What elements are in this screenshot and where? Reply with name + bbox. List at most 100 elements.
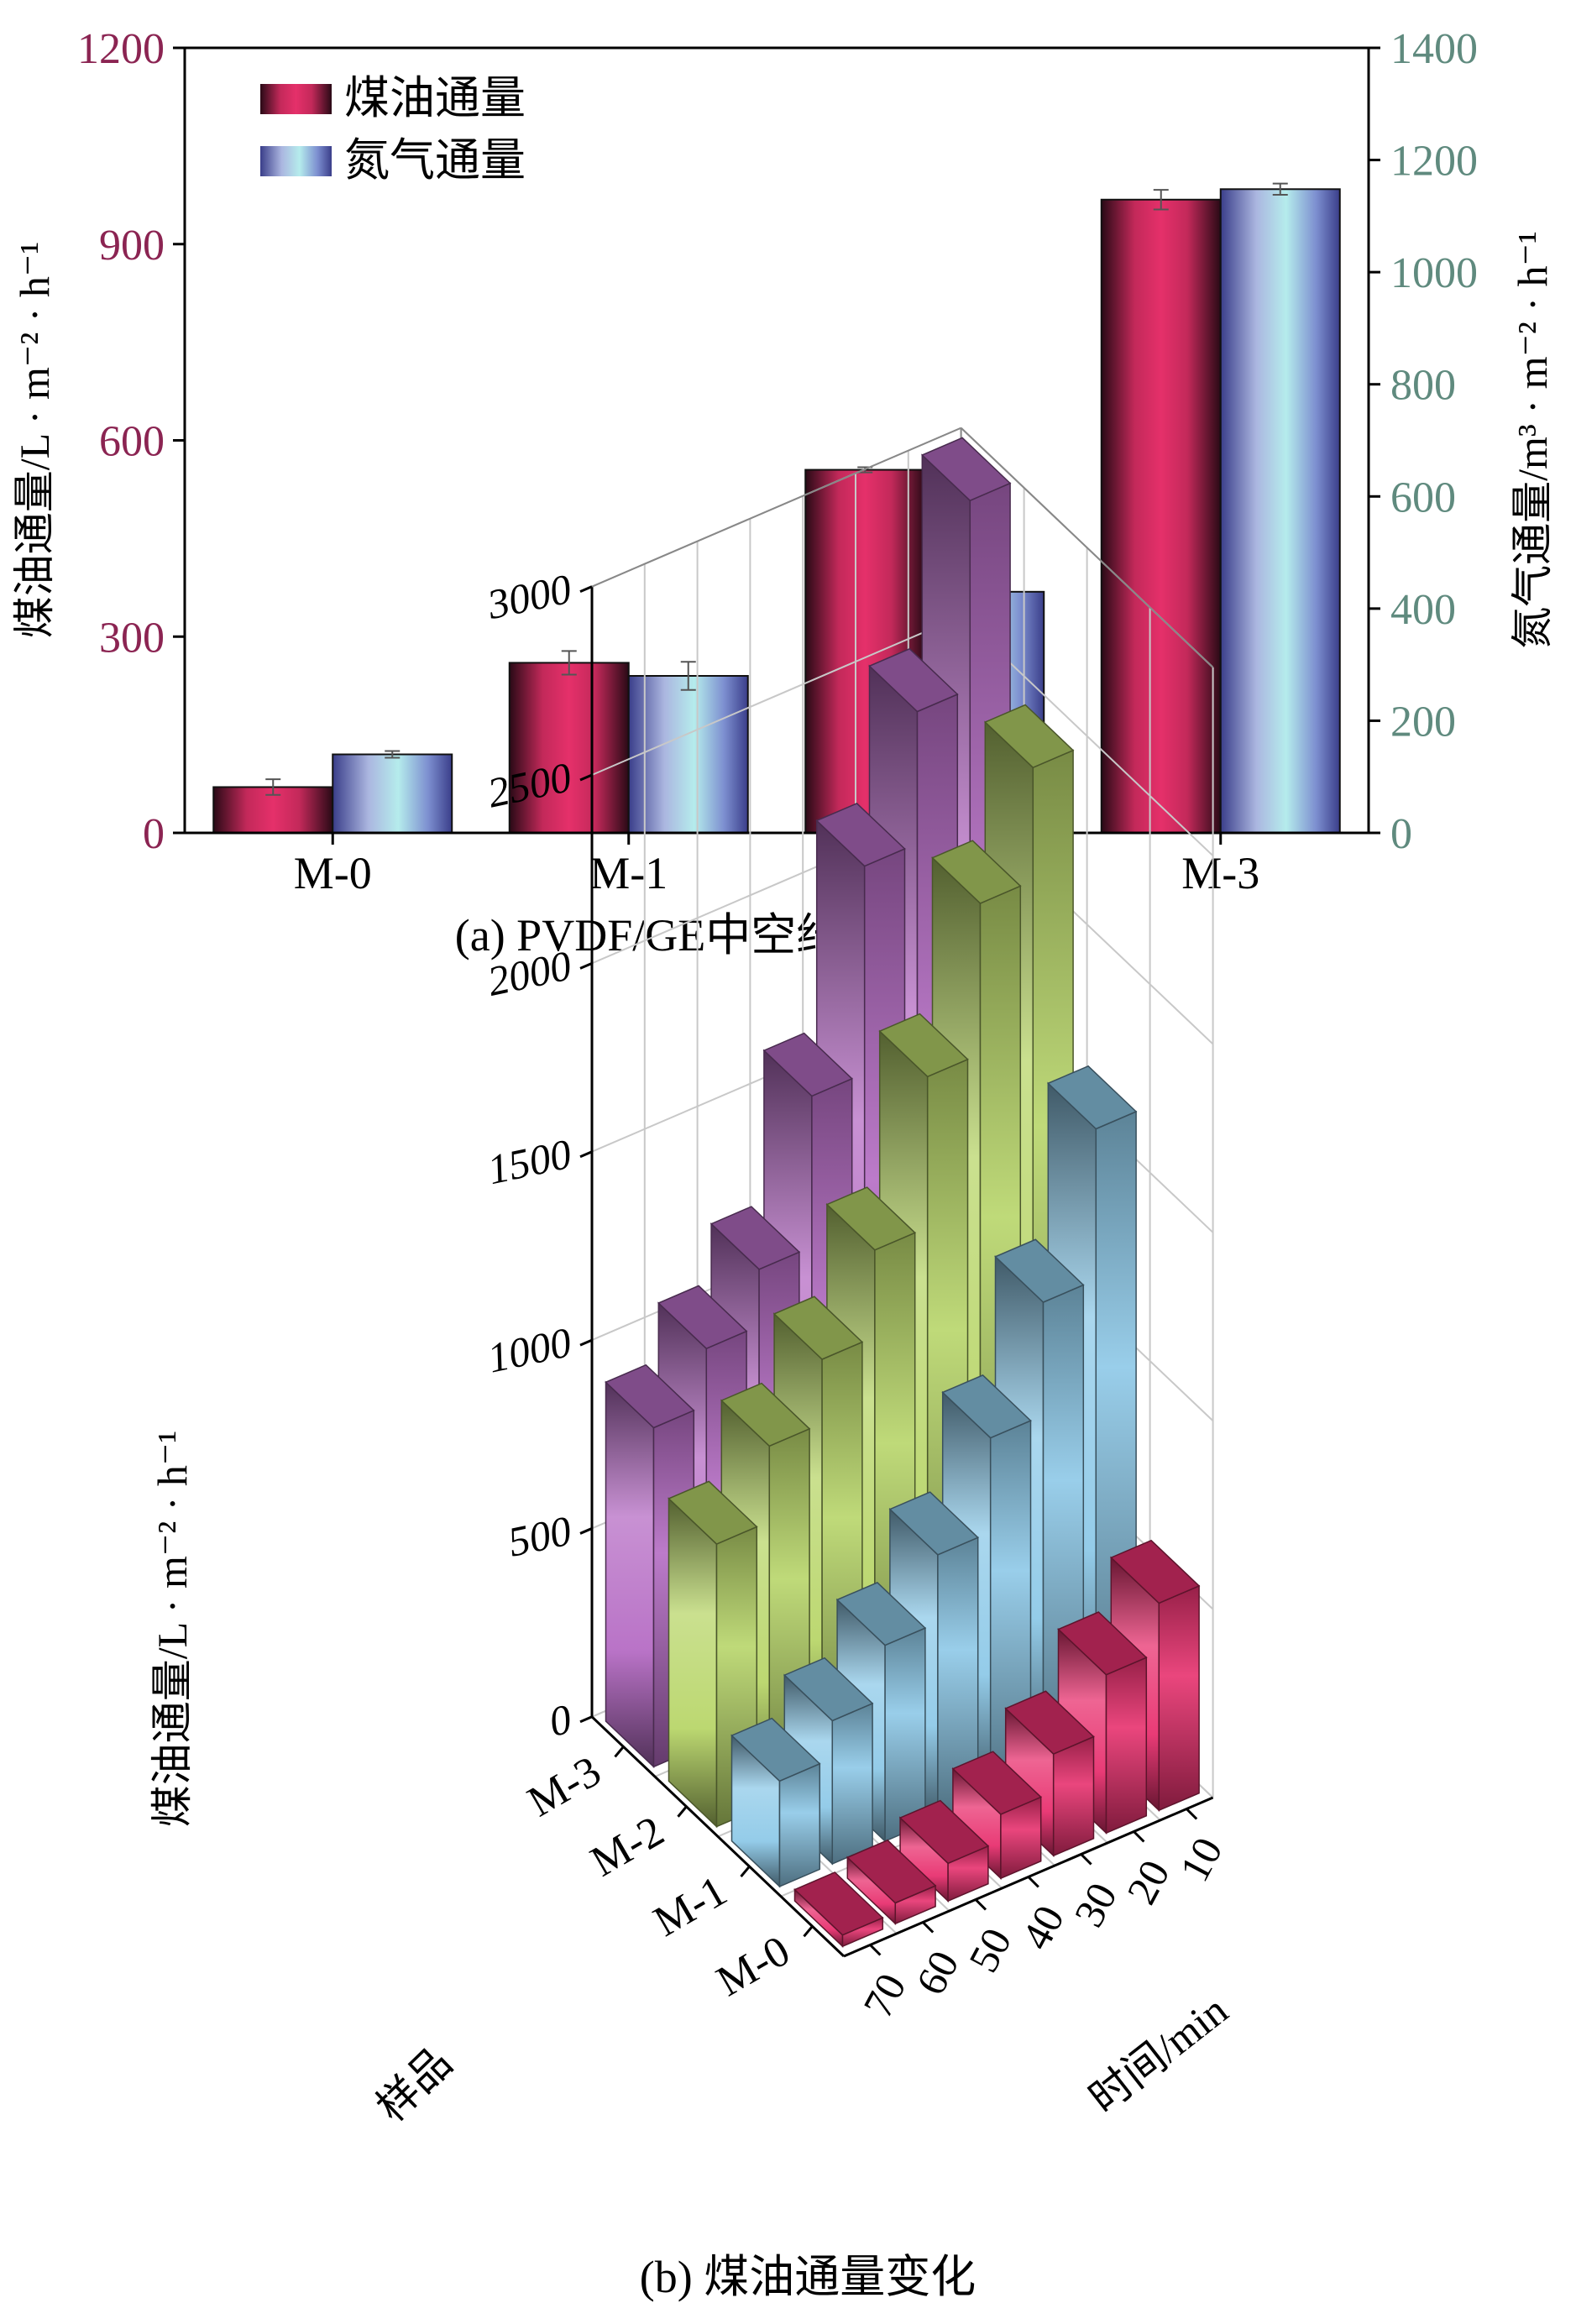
time-tick-label: 30: [1065, 1875, 1126, 1934]
chart-b-bars: [605, 437, 1201, 1948]
bar-m-1-kerosene: [508, 662, 630, 835]
bar3d-top-face: [1109, 1539, 1201, 1604]
bar3d-top-face: [1046, 1065, 1138, 1130]
time-tick-mark: [974, 1898, 987, 1911]
left-tick-label: 1200: [77, 25, 165, 73]
time-tick-mark: [922, 1921, 935, 1934]
z-tick-mark: [579, 1715, 593, 1724]
bar3d-top-face: [983, 704, 1075, 769]
bar3d-m-0-t70: [793, 1871, 884, 1948]
bar3d-top-face: [709, 1206, 801, 1270]
chart-a-left-axis-label: 煤油通量/L · m⁻² · h⁻¹: [11, 242, 58, 639]
bar3d-top-face: [605, 1364, 695, 1429]
time-tick-label: 40: [1012, 1897, 1073, 1956]
bar3d-m-1-t70: [730, 1717, 821, 1888]
right-tick-label: 200: [1390, 698, 1456, 746]
time-tick-mark: [1133, 1830, 1145, 1843]
time-tick-label: 50: [960, 1920, 1021, 1979]
left-tick-label: 600: [99, 418, 165, 466]
z-tick-label: 0: [545, 1695, 575, 1746]
bar3d-top-face: [878, 1013, 969, 1078]
bar3d-top-face: [720, 1382, 811, 1447]
bar3d-m-2-t70: [668, 1480, 758, 1829]
chart-a-right-ticks: 0 200 400 600 800 1000 1200 1400: [1369, 25, 1478, 858]
bar-m-3-nitrogen: [1219, 188, 1341, 835]
bar3d-top-face: [762, 1032, 854, 1097]
bar3d-left-face: [605, 1380, 655, 1769]
bar3d-top-face: [793, 1871, 884, 1936]
bar3d-top-face: [783, 1657, 874, 1722]
grid-line: [590, 1715, 846, 1958]
time-tick-label: 10: [1170, 1829, 1232, 1888]
bar3d-top-face: [835, 1582, 927, 1646]
sample-tick-mark: [803, 1925, 814, 1938]
time-tick-label: 20: [1118, 1852, 1179, 1911]
bar3d-top-face: [1057, 1611, 1148, 1676]
x-tick-label: M-1: [589, 848, 668, 898]
chart-a-bars: [212, 188, 1341, 835]
sample-tick-label: M-1: [646, 1867, 735, 1946]
chart-a-legend: 煤油通量 氮气通量: [260, 73, 526, 186]
chart-b-z-axis-label: 煤油通量/L · m⁻² · h⁻¹: [149, 1431, 196, 1828]
bar3d-top-face: [730, 1717, 821, 1782]
bar3d-top-face: [668, 1480, 758, 1545]
chart-a-x-ticks: M-0M-1M-2M-3: [294, 833, 1259, 898]
sample-tick-mark: [740, 1866, 751, 1878]
chart-b-title: (b) 煤油通量变化: [640, 2252, 976, 2302]
z-tick-mark: [579, 773, 593, 782]
bar3d-top-face: [920, 437, 1012, 502]
grid-line: [960, 427, 1214, 668]
bar3d-top-face: [772, 1295, 864, 1360]
right-tick-label: 800: [1390, 362, 1456, 410]
bar3d-right-face: [1105, 1657, 1148, 1835]
bar3d-top-face: [994, 1238, 1085, 1303]
bar3d-top-face: [951, 1751, 1043, 1815]
right-tick-label: 1000: [1390, 249, 1478, 297]
bar3d-m-0-t60: [846, 1839, 937, 1925]
chart-a: 0 300 600 900 1200 0 200 400 600 800 1000 1200 1400…: [11, 25, 1556, 960]
bar3d-right-face: [831, 1702, 873, 1866]
bar-m-0-nitrogen: [332, 753, 453, 834]
bar3d-top-face: [815, 803, 906, 867]
legend-label-kerosene: 煤油通量: [344, 73, 526, 123]
time-tick-label: 70: [854, 1965, 915, 2024]
legend-label-nitrogen: 氮气通量: [344, 135, 526, 186]
bar-m-1-nitrogen: [627, 675, 749, 834]
bar3d-left-face: [668, 1497, 718, 1829]
z-tick-label: 1000: [484, 1318, 575, 1382]
bar3d-right-face: [778, 1762, 821, 1888]
bar3d-top-face: [898, 1799, 990, 1865]
z-tick-mark: [579, 961, 593, 970]
time-tick-mark: [1186, 1808, 1198, 1820]
bar3d-m-0-t50: [898, 1799, 990, 1903]
time-tick-mark: [1080, 1853, 1092, 1866]
left-tick-label: 0: [143, 810, 165, 858]
legend-swatch-nitrogen: [260, 146, 332, 176]
time-tick-mark: [1027, 1876, 1039, 1888]
right-tick-label: 1400: [1390, 25, 1478, 73]
sample-tick-label: M-2: [583, 1807, 672, 1886]
bar3d-top-face: [1004, 1690, 1095, 1755]
z-tick-mark: [579, 1150, 593, 1159]
bar3d-top-face: [825, 1186, 917, 1251]
grid-line: [591, 615, 961, 776]
sample-tick-mark: [614, 1746, 625, 1758]
bar3d-top-face: [888, 1491, 980, 1556]
z-tick-mark: [579, 1338, 593, 1347]
time-tick-mark: [869, 1944, 882, 1956]
right-tick-label: 600: [1390, 474, 1456, 521]
bar3d-top-face: [931, 840, 1022, 904]
z-tick-label: 1500: [484, 1130, 575, 1194]
bar3d-top-face: [941, 1374, 1032, 1439]
bar3d-top-face: [657, 1285, 748, 1350]
chart-b-y-axis-label: 样品: [368, 2039, 461, 2131]
chart-b: 05001000150020002500300010203040506070M-…: [149, 427, 1236, 2302]
right-tick-label: 1200: [1390, 138, 1478, 186]
right-tick-label: 400: [1390, 586, 1456, 634]
chart-a-right-axis-label: 氮气通量/m³ · m⁻² · h⁻¹: [1509, 231, 1556, 649]
chart-a-left-ticks: 0 300 600 900 1200: [77, 25, 185, 858]
bar3d-top-face: [846, 1839, 937, 1904]
z-tick-label: 500: [504, 1506, 575, 1565]
grid-line: [591, 427, 961, 588]
